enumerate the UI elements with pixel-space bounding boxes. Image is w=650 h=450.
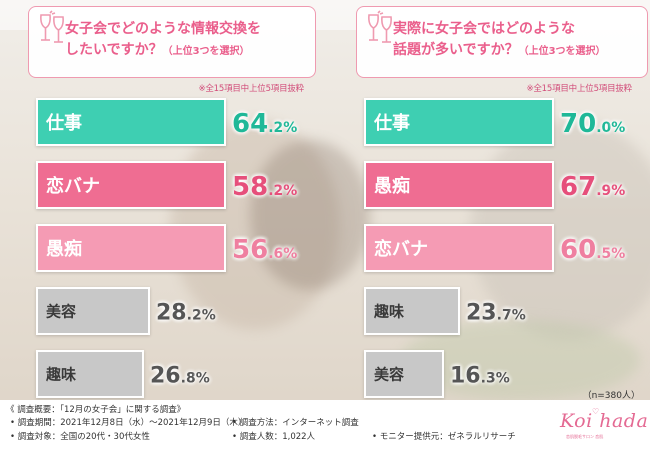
bar: 愚痴 — [364, 161, 554, 209]
bar-category-label: 恋バナ — [374, 239, 428, 260]
bar-value-label: 28.2% — [156, 300, 216, 326]
bar-category-label: 美容 — [46, 302, 77, 321]
bar: 仕事 — [364, 98, 554, 146]
wine-glasses-icon — [40, 10, 64, 43]
question-line-1: 実際に女子会ではどのような — [393, 21, 575, 37]
bar-value-label: 67.9% — [560, 172, 626, 202]
bar-category-label: 趣味 — [374, 302, 405, 321]
survey-target: • 調査対象：全国の20代・30代女性 — [10, 432, 150, 442]
bar-category-label: 愚痴 — [46, 239, 82, 260]
survey-count: • 調査人数：1,022人 — [232, 432, 316, 442]
question-sub: （上位3つを選択） — [162, 46, 250, 57]
bar-value-label: 23.7% — [466, 300, 526, 326]
background-photo-shape — [250, 140, 370, 290]
bar-row: 愚痴 67.9% — [328, 161, 648, 213]
bar-row: 仕事 64.2% — [0, 98, 320, 150]
survey-method: • 調査方法：インターネット調査 — [232, 418, 359, 428]
brand-logo: Koi hada — [560, 410, 649, 432]
bar-category-label: 趣味 — [46, 365, 77, 384]
question-text: 女子会でどのような情報交換を したいですか？（上位3つを選択） — [65, 19, 307, 62]
question-text: 実際に女子会ではどのような 話題が多いですか？（上位3つを選択） — [393, 19, 639, 62]
bar: 趣味 — [364, 287, 460, 335]
bar-category-label: 恋バナ — [46, 176, 100, 197]
survey-footer: 《 調査概要：「12月の女子会」に関する調査》 • 調査期間：2021年12月8… — [0, 400, 650, 450]
bar: 仕事 — [36, 98, 226, 146]
bar-row: 美容 16.3% — [328, 350, 648, 402]
bar-row: 恋バナ 60.5% — [328, 224, 648, 276]
survey-monitor: • モニター提供元：ゼネラルリサーチ — [372, 432, 516, 442]
question-line-2: 話題が多いですか？ — [393, 42, 519, 58]
bar-value-label: 26.8% — [150, 363, 210, 389]
left-chart-panel: 女子会でどのような情報交換を したいですか？（上位3つを選択） ※全15項目中上… — [0, 0, 320, 400]
bar-value-label: 64.2% — [232, 109, 298, 139]
bar: 恋バナ — [364, 224, 554, 272]
bar: 美容 — [364, 350, 444, 398]
bar-value-label: 60.5% — [560, 235, 626, 265]
bar-row: 恋バナ 58.2% — [0, 161, 320, 213]
sample-size: （n=380人） — [582, 391, 640, 401]
question-box: 女子会でどのような情報交換を したいですか？（上位3つを選択） — [28, 6, 316, 78]
bar-value-label: 70.0% — [560, 109, 626, 139]
bar-row: 愚痴 56.6% — [0, 224, 320, 276]
bar-value-label: 58.2% — [232, 172, 298, 202]
brand-logo-subtitle: 恋肌脱毛サロン 恋肌 — [566, 434, 604, 439]
bar: 趣味 — [36, 350, 144, 398]
bar-row: 仕事 70.0% — [328, 98, 648, 150]
bar-row: 趣味 26.8% — [0, 350, 320, 402]
question-box: 実際に女子会ではどのような 話題が多いですか？（上位3つを選択） — [356, 6, 648, 78]
note-text: ※全15項目中上位5項目抜粋 — [526, 84, 632, 94]
survey-period: • 調査期間：2021年12月8日（水）～2021年12月9日（木） — [10, 418, 247, 428]
question-sub: （上位3つを選択） — [518, 46, 606, 57]
note-text: ※全15項目中上位5項目抜粋 — [198, 84, 304, 94]
bar-value-label: 16.3% — [450, 363, 510, 389]
bar-category-label: 仕事 — [46, 113, 82, 134]
wine-glasses-icon — [368, 10, 392, 43]
bar: 恋バナ — [36, 161, 226, 209]
survey-title: 《 調査概要：「12月の女子会」に関する調査》 — [6, 405, 186, 415]
right-chart-panel: 実際に女子会ではどのような 話題が多いですか？（上位3つを選択） ※全15項目中… — [328, 0, 648, 400]
heart-icon: ♡ — [592, 407, 600, 416]
bar-category-label: 愚痴 — [374, 176, 410, 197]
question-line-1: 女子会でどのような情報交換を — [65, 21, 261, 37]
bar: 美容 — [36, 287, 150, 335]
bar-row: 美容 28.2% — [0, 287, 320, 339]
bar-row: 趣味 23.7% — [328, 287, 648, 339]
bar: 愚痴 — [36, 224, 226, 272]
bar-value-label: 56.6% — [232, 235, 298, 265]
bar-category-label: 仕事 — [374, 113, 410, 134]
question-line-2: したいですか？ — [65, 42, 163, 58]
bar-category-label: 美容 — [374, 365, 405, 384]
